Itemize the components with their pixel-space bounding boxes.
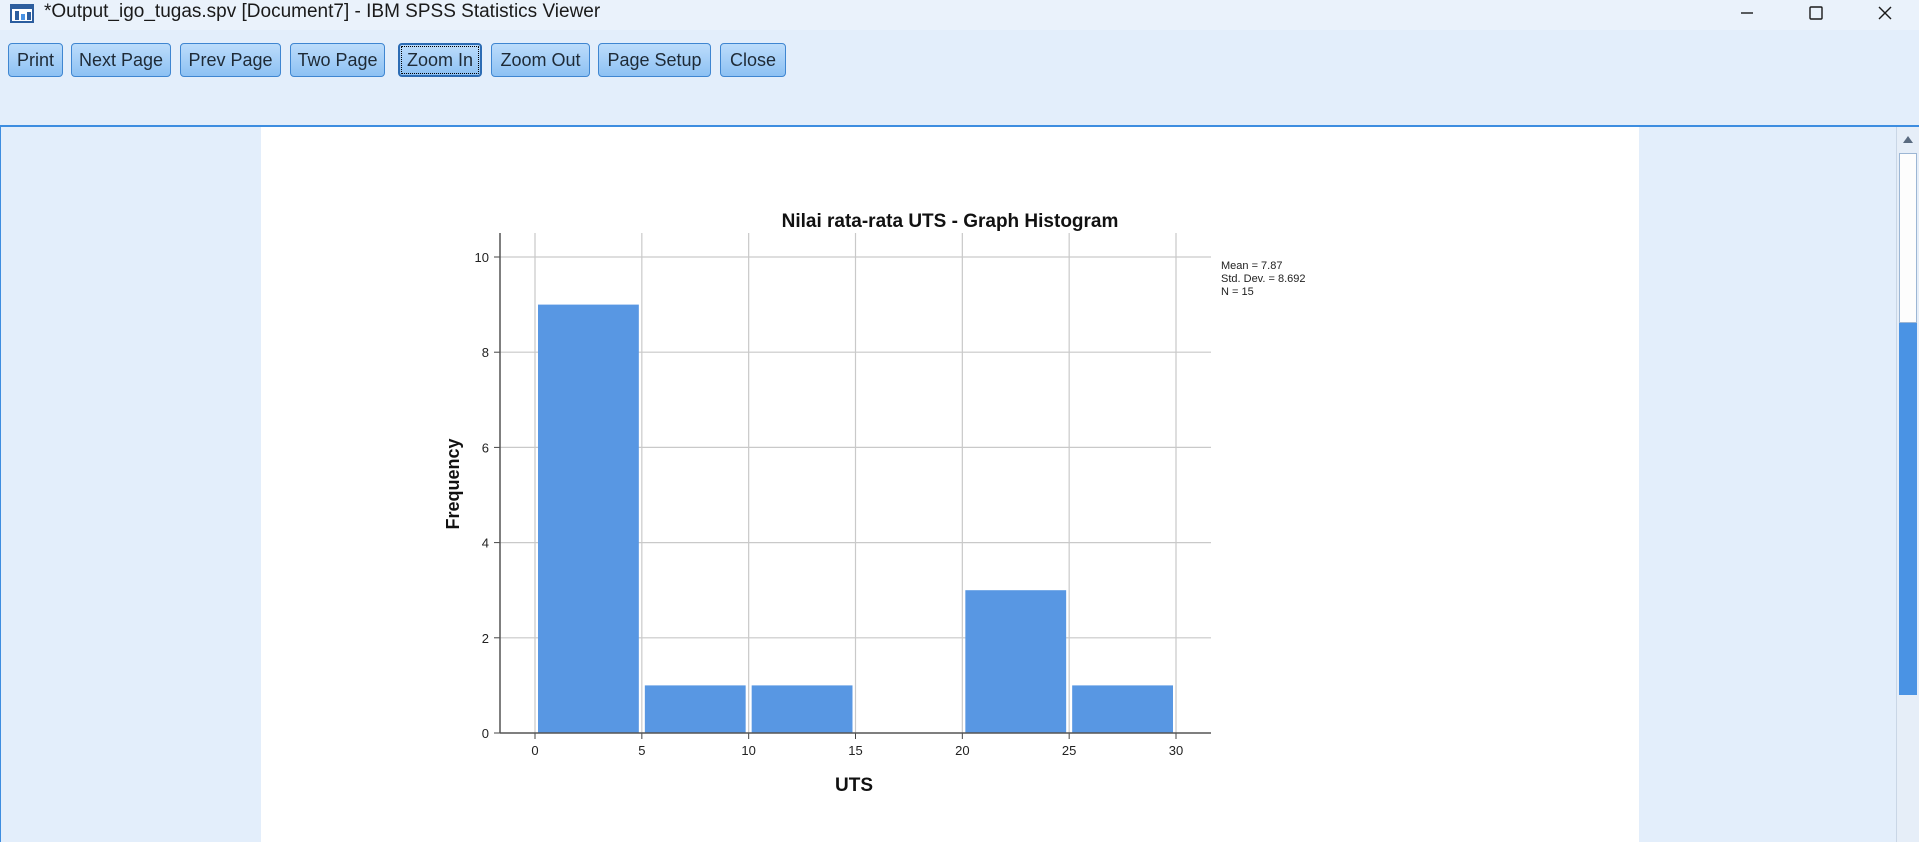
x-tick-label: 10 [741,743,755,758]
scroll-up-icon [1903,136,1913,143]
vertical-scrollbar[interactable] [1896,127,1919,842]
zoom-in-button[interactable]: Zoom In [398,43,482,77]
minimize-button[interactable] [1712,0,1782,26]
close-preview-button[interactable]: Close [720,43,786,77]
page-setup-button[interactable]: Page Setup [598,43,711,77]
x-tick-label: 25 [1062,743,1076,758]
scroll-thumb[interactable] [1899,153,1917,323]
scroll-up-button[interactable] [1897,129,1919,149]
y-tick-label: 2 [482,631,489,646]
minimize-icon [1741,12,1753,14]
y-tick-label: 6 [482,440,489,455]
y-tick-label: 0 [482,726,489,741]
histogram-bar [644,685,746,733]
x-tick-label: 0 [531,743,538,758]
stats-line: Std. Dev. = 8.692 [1221,273,1306,285]
preview-page: 0 2 4 6 8 10 0 5 10 15 20 25 30 Nilai rata-rata UTS … [261,127,1639,842]
zoom-in-button-label: Zoom In [406,49,474,70]
bar-layer [538,304,1173,733]
y-axis-label: Frequency [443,438,463,529]
chart-title: Nilai rata-rata UTS - Graph Histogram [782,211,1119,232]
zoom-out-button[interactable]: Zoom Out [491,43,590,77]
y-tick-label: 8 [482,345,489,360]
two-page-button[interactable]: Two Page [290,43,385,77]
y-tick-label: 10 [475,250,489,265]
next-page-button[interactable]: Next Page [71,43,171,77]
print-button[interactable]: Print [8,43,63,77]
next-page-button-label: Next Page [78,49,164,70]
print-button-label: Print [16,49,54,70]
x-tick-label: 30 [1169,743,1183,758]
histogram-chart: 0 2 4 6 8 10 0 5 10 15 20 25 30 Nilai rata-rata UTS … [443,211,1306,796]
histogram-bar [751,685,853,733]
close-window-button[interactable] [1850,0,1919,26]
histogram-bar [1072,685,1173,733]
window-title: *Output_igo_tugas.spv [Document7] - IBM … [44,1,601,22]
axis-layer: 0 2 4 6 8 10 0 5 10 15 20 25 30 [475,233,1211,758]
preview-area: 0 2 4 6 8 10 0 5 10 15 20 25 30 Nilai rata-rata UTS … [0,127,1897,842]
histogram-bar [538,304,639,733]
x-tick-label: 5 [638,743,645,758]
two-page-button-label: Two Page [297,49,378,70]
x-axis-label: UTS [835,775,873,796]
close-icon [1878,6,1892,20]
title-bar: *Output_igo_tugas.spv [Document7] - IBM … [0,0,1919,30]
grid-layer [500,233,1211,733]
histogram-bar [965,590,1067,733]
scroll-track[interactable] [1899,323,1917,695]
maximize-icon [1809,6,1823,20]
zoom-out-button-label: Zoom Out [500,49,581,70]
x-tick-label: 20 [955,743,969,758]
print-preview-toolbar: Print Next Page Prev Page Two Page Zoom … [0,30,1919,127]
x-tick-label: 15 [848,743,862,758]
stats-line: Mean = 7.87 [1221,260,1282,272]
page-setup-button-label: Page Setup [607,49,702,70]
stats-line: N = 15 [1221,286,1254,298]
prev-page-button[interactable]: Prev Page [180,43,281,77]
spss-app-icon [10,4,34,23]
maximize-button[interactable] [1781,0,1851,26]
y-tick-label: 4 [482,536,489,551]
close-preview-button-label: Close [729,49,777,70]
prev-page-button-label: Prev Page [188,49,273,70]
